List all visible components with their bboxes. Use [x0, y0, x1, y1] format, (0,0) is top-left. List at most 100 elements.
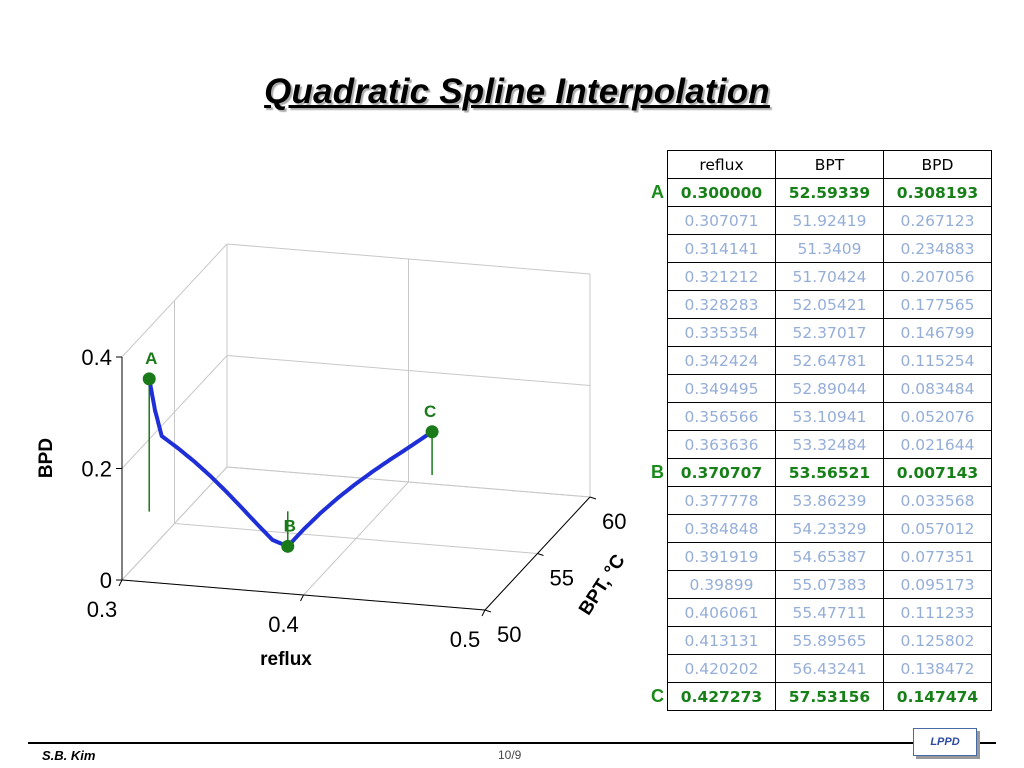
- data-table: reflux BPT BPD A 0.300000 52.59339 0.308193…: [636, 150, 992, 711]
- row-point-label: B: [651, 462, 664, 482]
- table-body: A 0.300000 52.59339 0.308193 0.307071 51.9241…: [636, 178, 992, 711]
- cell-reflux: 0.307071: [667, 206, 776, 235]
- x-tick: [300, 594, 304, 602]
- cell-reflux: 0.370707: [667, 458, 776, 487]
- cell-bpt: 53.32484: [775, 430, 884, 459]
- cell-reflux: 0.384848: [667, 514, 776, 543]
- cell-reflux: 0.39899: [667, 570, 776, 599]
- cell-bpd: 0.021644: [883, 430, 992, 459]
- cell-bpd: 0.095173: [883, 570, 992, 599]
- table-row: 0.413131 55.89565 0.125802: [636, 626, 992, 655]
- cell-bpd: 0.007143: [883, 458, 992, 487]
- cell-bpt: 54.23329: [775, 514, 884, 543]
- cell-bpt: 52.64781: [775, 346, 884, 375]
- row-point-label: [636, 235, 668, 263]
- y-tick: [537, 553, 544, 556]
- x-axis-label: reflux: [260, 649, 312, 670]
- point-label: B: [284, 516, 296, 535]
- row-point-label: [636, 599, 668, 627]
- cell-bpt: 52.89044: [775, 374, 884, 403]
- cell-bpd: 0.083484: [883, 374, 992, 403]
- slide-title: Quadratic Spline Interpolation: [264, 72, 770, 111]
- cell-bpt: 55.47711: [775, 598, 884, 627]
- table-row: B 0.370707 53.56521 0.007143: [636, 458, 992, 487]
- cell-bpd: 0.207056: [883, 262, 992, 291]
- cell-bpt: 51.92419: [775, 206, 884, 235]
- row-point-label: [636, 431, 668, 459]
- data-table-container: reflux BPT BPD A 0.300000 52.59339 0.308193…: [636, 150, 992, 711]
- header-bpt: BPT: [775, 150, 884, 179]
- y-tick-label: 50: [497, 622, 521, 647]
- row-point-label: C: [651, 686, 664, 706]
- spline-3d-plot: 0 0.2 0.4 0.3 0.4 0.5 50 55 60 reflux BPT, °C BPD A B…: [36, 243, 630, 670]
- row-point-label: [636, 515, 668, 543]
- cell-bpd: 0.138472: [883, 654, 992, 683]
- cell-bpd: 0.057012: [883, 514, 992, 543]
- table-row: 0.307071 51.92419 0.267123: [636, 206, 992, 235]
- table-row: 0.356566 53.10941 0.052076: [636, 402, 992, 431]
- table-row: 0.420202 56.43241 0.138472: [636, 654, 992, 683]
- cell-reflux: 0.349495: [667, 374, 776, 403]
- table-row: 0.377778 53.86239 0.033568: [636, 486, 992, 515]
- y-axis-label: BPT, °C: [575, 551, 630, 620]
- cell-reflux: 0.314141: [667, 234, 776, 263]
- cell-bpd: 0.052076: [883, 402, 992, 431]
- cell-bpt: 53.86239: [775, 486, 884, 515]
- cell-reflux: 0.356566: [667, 402, 776, 431]
- row-label-spacer: [636, 151, 668, 179]
- footer-author: S.B. Kim: [42, 748, 96, 763]
- table-row: A 0.300000 52.59339 0.308193: [636, 178, 992, 207]
- point-label: A: [145, 349, 157, 368]
- point-marker: [425, 425, 439, 439]
- row-point-label: [636, 347, 668, 375]
- cell-bpd: 0.177565: [883, 290, 992, 319]
- cell-bpd: 0.115254: [883, 346, 992, 375]
- table-row: 0.342424 52.64781 0.115254: [636, 346, 992, 375]
- table-row: 0.314141 51.3409 0.234883: [636, 234, 992, 263]
- row-point-label: [636, 375, 668, 403]
- y-tick-label: 55: [550, 566, 574, 591]
- cell-bpt: 52.59339: [775, 178, 884, 207]
- cell-bpt: 57.53156: [775, 682, 884, 711]
- table-row: 0.39899 55.07383 0.095173: [636, 570, 992, 599]
- row-point-label: [636, 627, 668, 655]
- row-point-label: [636, 487, 668, 515]
- cell-bpd: 0.033568: [883, 486, 992, 515]
- cell-bpd: 0.125802: [883, 626, 992, 655]
- cell-bpt: 51.3409: [775, 234, 884, 263]
- cell-bpd: 0.111233: [883, 598, 992, 627]
- table-row: 0.363636 53.32484 0.021644: [636, 430, 992, 459]
- z-tick-label: 0: [100, 568, 112, 593]
- cell-bpt: 53.56521: [775, 458, 884, 487]
- table-row: 0.406061 55.47711 0.111233: [636, 598, 992, 627]
- cell-bpd: 0.308193: [883, 178, 992, 207]
- row-point-label: [636, 655, 668, 683]
- x-tick-label: 0.4: [268, 612, 299, 637]
- footer-divider: [28, 742, 996, 744]
- cell-reflux: 0.335354: [667, 318, 776, 347]
- table-header-row: reflux BPT BPD: [636, 150, 992, 179]
- row-point-label: [636, 207, 668, 235]
- point-label: C: [424, 402, 436, 421]
- table-row: 0.349495 52.89044 0.083484: [636, 374, 992, 403]
- footer-page-number: 10/9: [498, 748, 522, 762]
- lppd-badge: LPPD: [913, 728, 977, 756]
- cell-bpd: 0.147474: [883, 682, 992, 711]
- cell-bpd: 0.234883: [883, 234, 992, 263]
- cell-bpt: 55.89565: [775, 626, 884, 655]
- y-tick: [589, 496, 597, 500]
- header-bpd: BPD: [883, 150, 992, 179]
- cell-bpt: 52.05421: [775, 290, 884, 319]
- row-point-label: [636, 263, 668, 291]
- cell-bpt: 53.10941: [775, 402, 884, 431]
- header-reflux: reflux: [667, 150, 776, 179]
- grid-line: [174, 523, 538, 554]
- cell-reflux: 0.321212: [667, 262, 776, 291]
- point-marker: [142, 372, 156, 386]
- cell-bpt: 51.70424: [775, 262, 884, 291]
- table-row: 0.384848 54.23329 0.057012: [636, 514, 992, 543]
- z-tick-label: 0.2: [81, 457, 112, 482]
- y-tick: [484, 609, 492, 613]
- z-tick-label: 0.4: [81, 345, 112, 370]
- spline-curve: [147, 376, 435, 549]
